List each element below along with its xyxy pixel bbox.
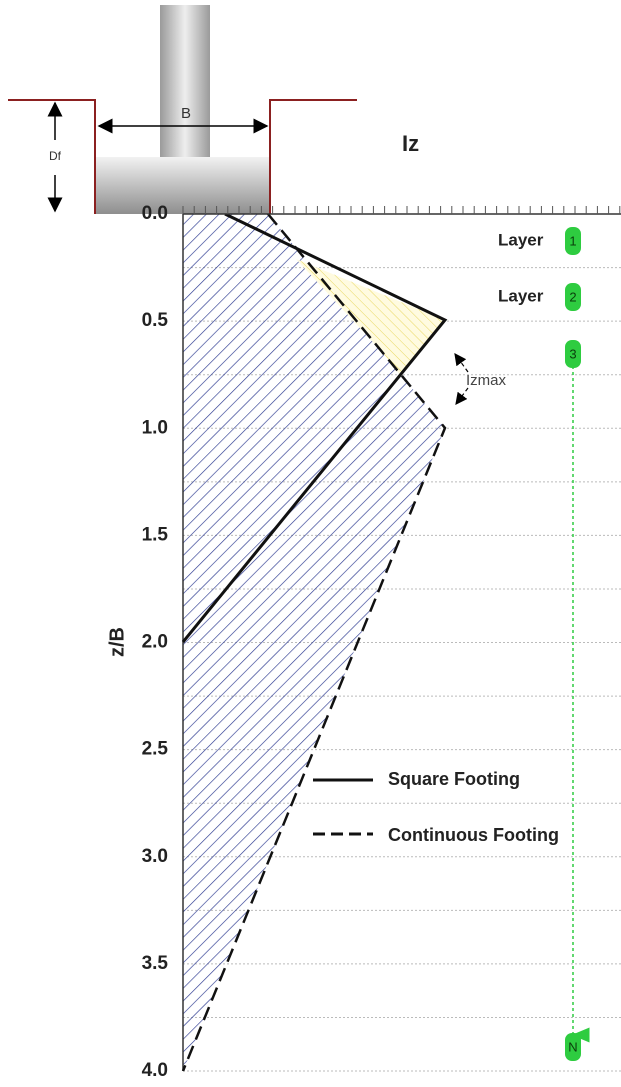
y-tick-labels: 0.0 0.5 1.0 1.5 2.0 2.5 3.0 3.5 4.0 <box>142 203 169 1081</box>
y-tick-label: 4.0 <box>142 1060 168 1081</box>
layer-number: 1 <box>569 233 576 248</box>
layer-number: 3 <box>569 346 576 361</box>
b-label: B <box>181 105 191 122</box>
y-tick-label: 1.0 <box>142 417 168 438</box>
y-tick-label: 2.5 <box>142 739 169 760</box>
df-label: Df <box>49 149 62 163</box>
izmax-arrow <box>456 388 468 404</box>
y-tick-label: 0.5 <box>142 310 169 331</box>
column <box>160 5 210 157</box>
legend-label: Continuous Footing <box>388 825 559 845</box>
layer-number: 2 <box>569 289 576 304</box>
legend-label: Square Footing <box>388 769 520 789</box>
layers: Layer 1 Layer 2 3 N <box>498 227 581 1061</box>
ground-right <box>270 100 357 214</box>
layer-label: Layer <box>498 230 544 249</box>
footing <box>95 157 270 214</box>
y-tick-label: 3.5 <box>142 953 169 974</box>
x-axis-label: Iz <box>402 131 419 156</box>
layer-label: Layer <box>498 286 544 305</box>
y-axis-label: z/B <box>106 627 128 657</box>
y-tick-label: 2.0 <box>142 632 168 653</box>
y-tick-label: 3.0 <box>142 846 168 867</box>
y-tick-label: 0.0 <box>142 203 168 224</box>
diagram: B Df Iz z/B 0.00.51.01.52.02.53.03.54.0 … <box>0 0 621 1087</box>
izmax-arrow <box>455 354 468 372</box>
layer-number: N <box>568 1039 577 1054</box>
y-tick-label: 1.5 <box>142 524 169 545</box>
izmax-label: Izmax <box>466 372 507 389</box>
